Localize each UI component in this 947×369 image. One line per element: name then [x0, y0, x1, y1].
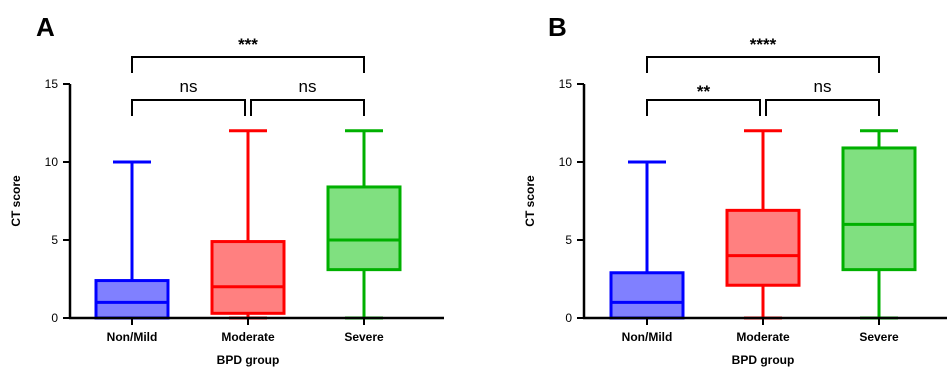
y-tick-label: 10: [45, 155, 59, 169]
y-tick-label: 5: [51, 233, 58, 247]
y-tick-label: 15: [45, 77, 59, 91]
x-tick-label: Severe: [859, 330, 899, 344]
significance-bracket: [646, 56, 880, 73]
x-tick-label: Moderate: [736, 330, 790, 344]
box-iqr: [841, 146, 917, 272]
x-axis-title: BPD group: [732, 353, 795, 367]
significance-bracket: [131, 99, 246, 116]
significance-label: ns: [299, 77, 317, 96]
box-iqr: [609, 271, 685, 320]
significance-label: **: [697, 82, 711, 101]
x-tick-label: Non/Mild: [107, 330, 158, 344]
box-iqr: [94, 279, 170, 320]
box-iqr: [725, 208, 801, 287]
significance-label: ns: [180, 77, 198, 96]
significance-bracket: [646, 99, 761, 116]
box-iqr: [326, 185, 402, 272]
significance-bracket: [765, 99, 880, 116]
x-axis-title: BPD group: [217, 353, 280, 367]
y-tick-label: 15: [559, 77, 573, 91]
significance-bracket: [131, 56, 365, 73]
x-tick-label: Severe: [344, 330, 384, 344]
x-tick-label: Moderate: [221, 330, 275, 344]
y-tick-label: 5: [565, 233, 572, 247]
x-tick-label: Non/Mild: [622, 330, 673, 344]
panel-label: B: [548, 12, 567, 42]
y-tick-label: 10: [559, 155, 573, 169]
significance-label: ***: [238, 35, 258, 54]
y-axis-title: CT score: [523, 175, 537, 227]
significance-bracket: [250, 99, 365, 116]
y-tick-label: 0: [565, 311, 572, 325]
significance-label: ns: [814, 77, 832, 96]
box-iqr: [210, 240, 286, 315]
y-tick-label: 0: [51, 311, 58, 325]
y-axis-title: CT score: [9, 175, 23, 227]
significance-label: ****: [750, 35, 777, 54]
panel-label: A: [36, 12, 55, 42]
